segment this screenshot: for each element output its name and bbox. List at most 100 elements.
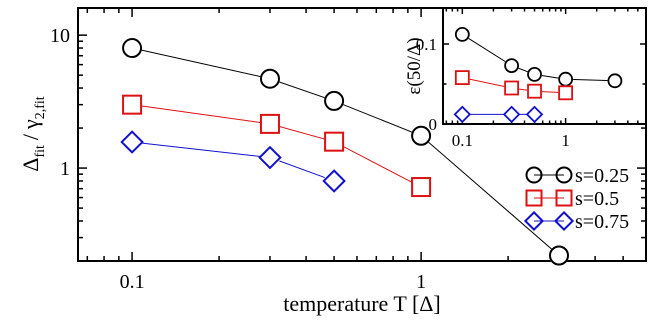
- y-axis-label: Δfit / γ2,fit: [18, 96, 48, 172]
- y-axis-label-slash: /: [18, 133, 43, 140]
- inset-background: [443, 8, 646, 124]
- inset-series-s-0-5: [454, 70, 574, 101]
- data-point-mask: [122, 94, 143, 115]
- series-s-0-75: [120, 130, 346, 193]
- inset-data-point-diamond-marker: [502, 105, 521, 124]
- legend: s=0.25s=0.5s=0.75: [523, 165, 629, 233]
- legend-diamond-marker: [523, 210, 545, 232]
- inset-ticks: 0.1 1 0 0.1: [416, 8, 646, 150]
- x-axis-label-unit: [Δ]: [412, 291, 441, 316]
- legend-circle-marker: [555, 166, 573, 184]
- data-point: [122, 94, 143, 115]
- data-point-mask: [548, 245, 569, 266]
- inset-data-point: [454, 70, 470, 86]
- inset-data-point: [504, 80, 520, 96]
- inset-data-point: [502, 105, 521, 124]
- data-point-square-marker: [324, 131, 345, 152]
- data-point-diamond-marker: [120, 130, 144, 154]
- data-point-mask: [259, 147, 280, 168]
- inset-data-point-mask: [558, 85, 574, 101]
- inset-data-point: [527, 83, 543, 99]
- inset-data-point-mask: [504, 80, 520, 96]
- main-series: [120, 38, 569, 266]
- data-point: [120, 130, 144, 154]
- inset-data-point: [607, 73, 623, 89]
- data-point: [324, 90, 345, 111]
- y-axis-label-denominator-sub: 2,fit: [33, 96, 48, 119]
- y-tick-label: 10: [50, 25, 70, 47]
- inset-data-point: [453, 105, 472, 124]
- series-s-0-5: [122, 94, 432, 198]
- legend-label: s=0.75: [575, 211, 629, 233]
- data-point-mask: [259, 68, 280, 89]
- data-point-mask: [324, 170, 345, 191]
- data-point-square-marker: [259, 113, 280, 134]
- data-point-mask: [324, 90, 345, 111]
- y-tick-label: 1: [60, 158, 70, 180]
- inset-data-point-mask: [454, 70, 470, 86]
- x-tick-label: 1: [416, 271, 426, 293]
- series-line-s-0-75: [132, 141, 335, 182]
- x-axis-label: temperature T [Δ]: [283, 291, 441, 316]
- inset-data-point-diamond-marker: [525, 105, 544, 124]
- inset-y-tick-label: 0.1: [416, 35, 437, 54]
- main-ticks: 0.1 1 1 10: [50, 8, 646, 293]
- inset-data-point-square-marker: [504, 80, 520, 96]
- data-point: [411, 125, 432, 146]
- inset-data-point: [525, 105, 544, 124]
- data-point: [259, 113, 280, 134]
- inset-data-point-mask: [527, 83, 543, 99]
- series-line-s-0-5: [132, 104, 422, 188]
- data-point-mask: [411, 125, 432, 146]
- inset-data-point-mask: [527, 66, 543, 82]
- inset-data-point-mask: [558, 71, 574, 87]
- data-point-square-marker: [122, 94, 143, 115]
- inset-data-point-diamond-marker: [453, 105, 472, 124]
- data-point-mask: [259, 113, 280, 134]
- inset-plot-frame: [442, 7, 647, 125]
- inset-data-point-mask: [527, 106, 543, 122]
- data-point-square-marker: [411, 177, 432, 198]
- data-point-circle-marker: [411, 125, 432, 146]
- inset-data-point: [454, 26, 470, 42]
- data-point-circle-marker: [122, 38, 143, 59]
- x-axis-label-main: temperature T: [283, 291, 407, 316]
- data-point-diamond-marker: [258, 145, 282, 170]
- inset-data-point-square-marker: [527, 83, 542, 99]
- inset-data-point-circle-marker: [454, 27, 470, 42]
- y-axis-label-numerator: Δ: [18, 158, 43, 172]
- data-point: [324, 131, 345, 152]
- data-point-mask: [122, 132, 143, 153]
- inset-data-point: [504, 58, 520, 74]
- inset-series: [453, 26, 623, 124]
- inset-series-line-s-0-5: [462, 77, 566, 94]
- data-point: [258, 145, 282, 170]
- inset-data-point: [558, 85, 574, 101]
- inset-data-point-mask: [504, 58, 520, 74]
- legend-item: s=0.75: [523, 210, 629, 233]
- y-axis-label-denominator: γ: [18, 119, 43, 130]
- legend-item: s=0.5: [525, 188, 619, 210]
- data-point: [411, 177, 432, 198]
- inset-x-tick-label: 0.1: [452, 131, 473, 150]
- inset-series-s-0-25: [454, 26, 623, 89]
- legend-diamond-marker: [553, 210, 575, 232]
- inset-data-point-mask: [504, 106, 520, 122]
- inset-data-point-square-marker: [558, 85, 574, 101]
- inset-plot: 0.1 1 0 0.1: [416, 7, 647, 150]
- legend-label: s=0.25: [575, 165, 629, 187]
- data-point-mask: [122, 38, 143, 59]
- data-point: [322, 169, 346, 193]
- inset-data-point: [527, 66, 543, 82]
- series-s-0-25: [122, 38, 569, 266]
- y-axis-label-numerator-sub: fit: [33, 145, 48, 158]
- main-plot-frame: [77, 7, 647, 262]
- legend-square-marker: [555, 189, 573, 207]
- data-point-circle-marker: [548, 245, 569, 266]
- legend-square-marker: [525, 189, 543, 207]
- inset-data-point-circle-marker: [504, 58, 520, 73]
- data-point-mask: [411, 177, 432, 198]
- data-point: [259, 68, 280, 89]
- inset-data-point-circle-marker: [527, 67, 542, 82]
